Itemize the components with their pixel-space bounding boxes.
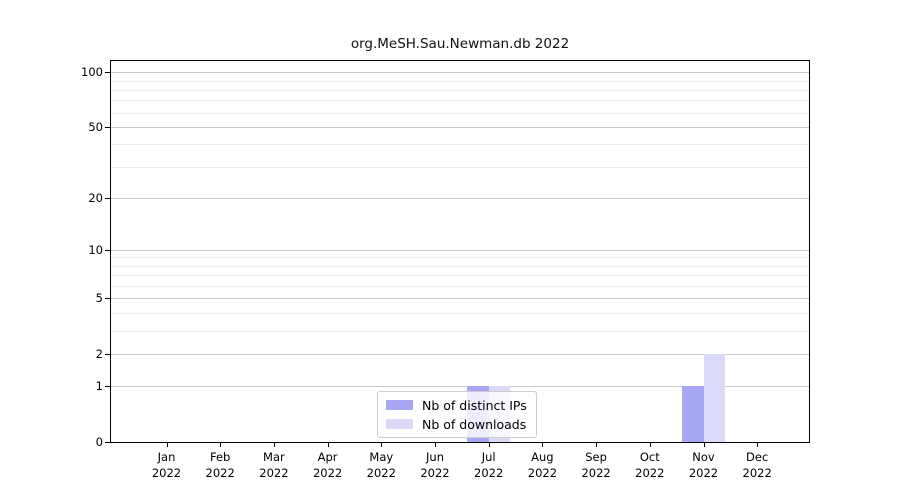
y-tick-mark — [105, 442, 110, 443]
x-tick-label: Apr 2022 — [298, 450, 358, 481]
x-tick-month: Feb — [210, 450, 231, 464]
x-tick-year: 2022 — [205, 465, 235, 480]
legend-label: Nb of distinct IPs — [422, 397, 527, 413]
x-tick-month: Apr — [317, 450, 338, 464]
x-tick-month: May — [369, 450, 394, 464]
grid-minor-line — [111, 89, 809, 91]
y-tick-label: 10 — [88, 242, 103, 257]
x-tick-label: Jul 2022 — [459, 450, 519, 481]
x-tick-mark — [757, 443, 759, 447]
x-tick-mark — [381, 443, 383, 447]
x-tick-year: 2022 — [420, 465, 450, 480]
y-tick-mark — [105, 353, 110, 355]
x-tick-mark — [488, 443, 490, 447]
y-tick-label: 20 — [88, 191, 103, 205]
x-tick-mark — [703, 443, 705, 447]
y-tick-mark — [105, 198, 110, 199]
x-tick-year: 2022 — [312, 465, 343, 480]
x-tick-mark — [220, 443, 222, 447]
grid-minor-line — [111, 265, 809, 267]
y-tick-label: 50 — [88, 119, 103, 134]
legend: Nb of distinct IPs Nb of downloads — [377, 391, 537, 438]
bar-distinct-ips — [682, 386, 704, 442]
grid-minor-line — [111, 80, 809, 82]
grid-major-line — [111, 298, 809, 300]
x-tick-month: Jan — [157, 450, 176, 464]
y-tick-label: 0 — [95, 435, 103, 449]
x-tick-year: 2022 — [635, 465, 665, 480]
y-tick-mark — [105, 386, 110, 388]
x-tick-label: May 2022 — [351, 450, 411, 481]
grid-major-line — [111, 126, 809, 128]
x-tick-label: Jun 2022 — [405, 450, 465, 481]
legend-swatch — [386, 400, 413, 410]
x-tick-month: Dec — [746, 450, 769, 464]
y-tick-mark — [105, 72, 110, 74]
x-tick-year: 2022 — [581, 465, 611, 480]
x-tick-mark — [273, 443, 275, 447]
x-tick-month: Jul — [481, 450, 496, 464]
x-tick-mark — [649, 443, 651, 447]
x-tick-year: 2022 — [366, 465, 396, 480]
grid-minor-line — [111, 112, 809, 114]
grid-major-line — [111, 198, 809, 199]
x-tick-mark — [166, 443, 168, 447]
x-tick-year: 2022 — [688, 465, 719, 480]
x-tick-mark — [327, 443, 329, 447]
grid-major-line — [111, 72, 809, 74]
legend-swatch — [386, 419, 413, 429]
x-tick-month: Mar — [263, 450, 285, 464]
x-tick-label: Jan 2022 — [137, 450, 197, 481]
x-tick-label: Feb 2022 — [190, 450, 250, 481]
x-tick-label: Oct 2022 — [620, 450, 680, 481]
x-tick-month: Jun — [426, 450, 444, 464]
x-tick-year: 2022 — [527, 465, 558, 480]
chart-title: org.MeSH.Sau.Newman.db 2022 — [350, 36, 570, 52]
x-tick-month: Nov — [692, 450, 715, 464]
plot-area — [110, 60, 810, 443]
grid-minor-line — [111, 166, 809, 168]
x-tick-label: Sep 2022 — [566, 450, 626, 481]
y-tick-label: 100 — [81, 65, 103, 80]
x-tick-year: 2022 — [474, 465, 504, 480]
legend-label: Nb of downloads — [422, 416, 527, 432]
y-tick-mark — [105, 249, 110, 251]
x-tick-year: 2022 — [151, 465, 182, 480]
x-tick-label: Aug 2022 — [512, 450, 572, 481]
x-tick-mark — [435, 443, 436, 447]
grid-major-line — [111, 353, 809, 355]
bar-downloads — [703, 353, 725, 442]
x-tick-label: Mar 2022 — [244, 450, 304, 481]
x-tick-label: Dec 2022 — [727, 450, 787, 481]
grid-minor-line — [111, 313, 809, 314]
grid-major-line — [111, 249, 809, 251]
x-tick-year: 2022 — [742, 465, 772, 480]
y-tick-label: 1 — [95, 379, 103, 394]
grid-minor-line — [111, 330, 809, 332]
grid-major-line — [111, 386, 809, 388]
x-tick-month: Aug — [531, 450, 554, 464]
x-tick-mark — [542, 443, 544, 447]
grid-minor-line — [111, 100, 809, 102]
y-tick-label: 2 — [95, 346, 103, 361]
legend-entry: Nb of distinct IPs — [386, 397, 527, 413]
grid-minor-line — [111, 275, 809, 277]
grid-minor-line — [111, 144, 809, 146]
grid-minor-line — [111, 257, 809, 259]
x-tick-year: 2022 — [259, 465, 289, 480]
y-tick-mark — [105, 126, 110, 128]
x-tick-month: Oct — [639, 450, 660, 464]
x-tick-mark — [596, 443, 598, 447]
x-tick-month: Sep — [585, 450, 607, 464]
legend-entry: Nb of downloads — [386, 416, 527, 432]
grid-minor-line — [111, 286, 809, 287]
y-tick-mark — [105, 298, 110, 300]
x-tick-label: Nov 2022 — [674, 450, 734, 481]
y-tick-label: 5 — [95, 291, 103, 306]
